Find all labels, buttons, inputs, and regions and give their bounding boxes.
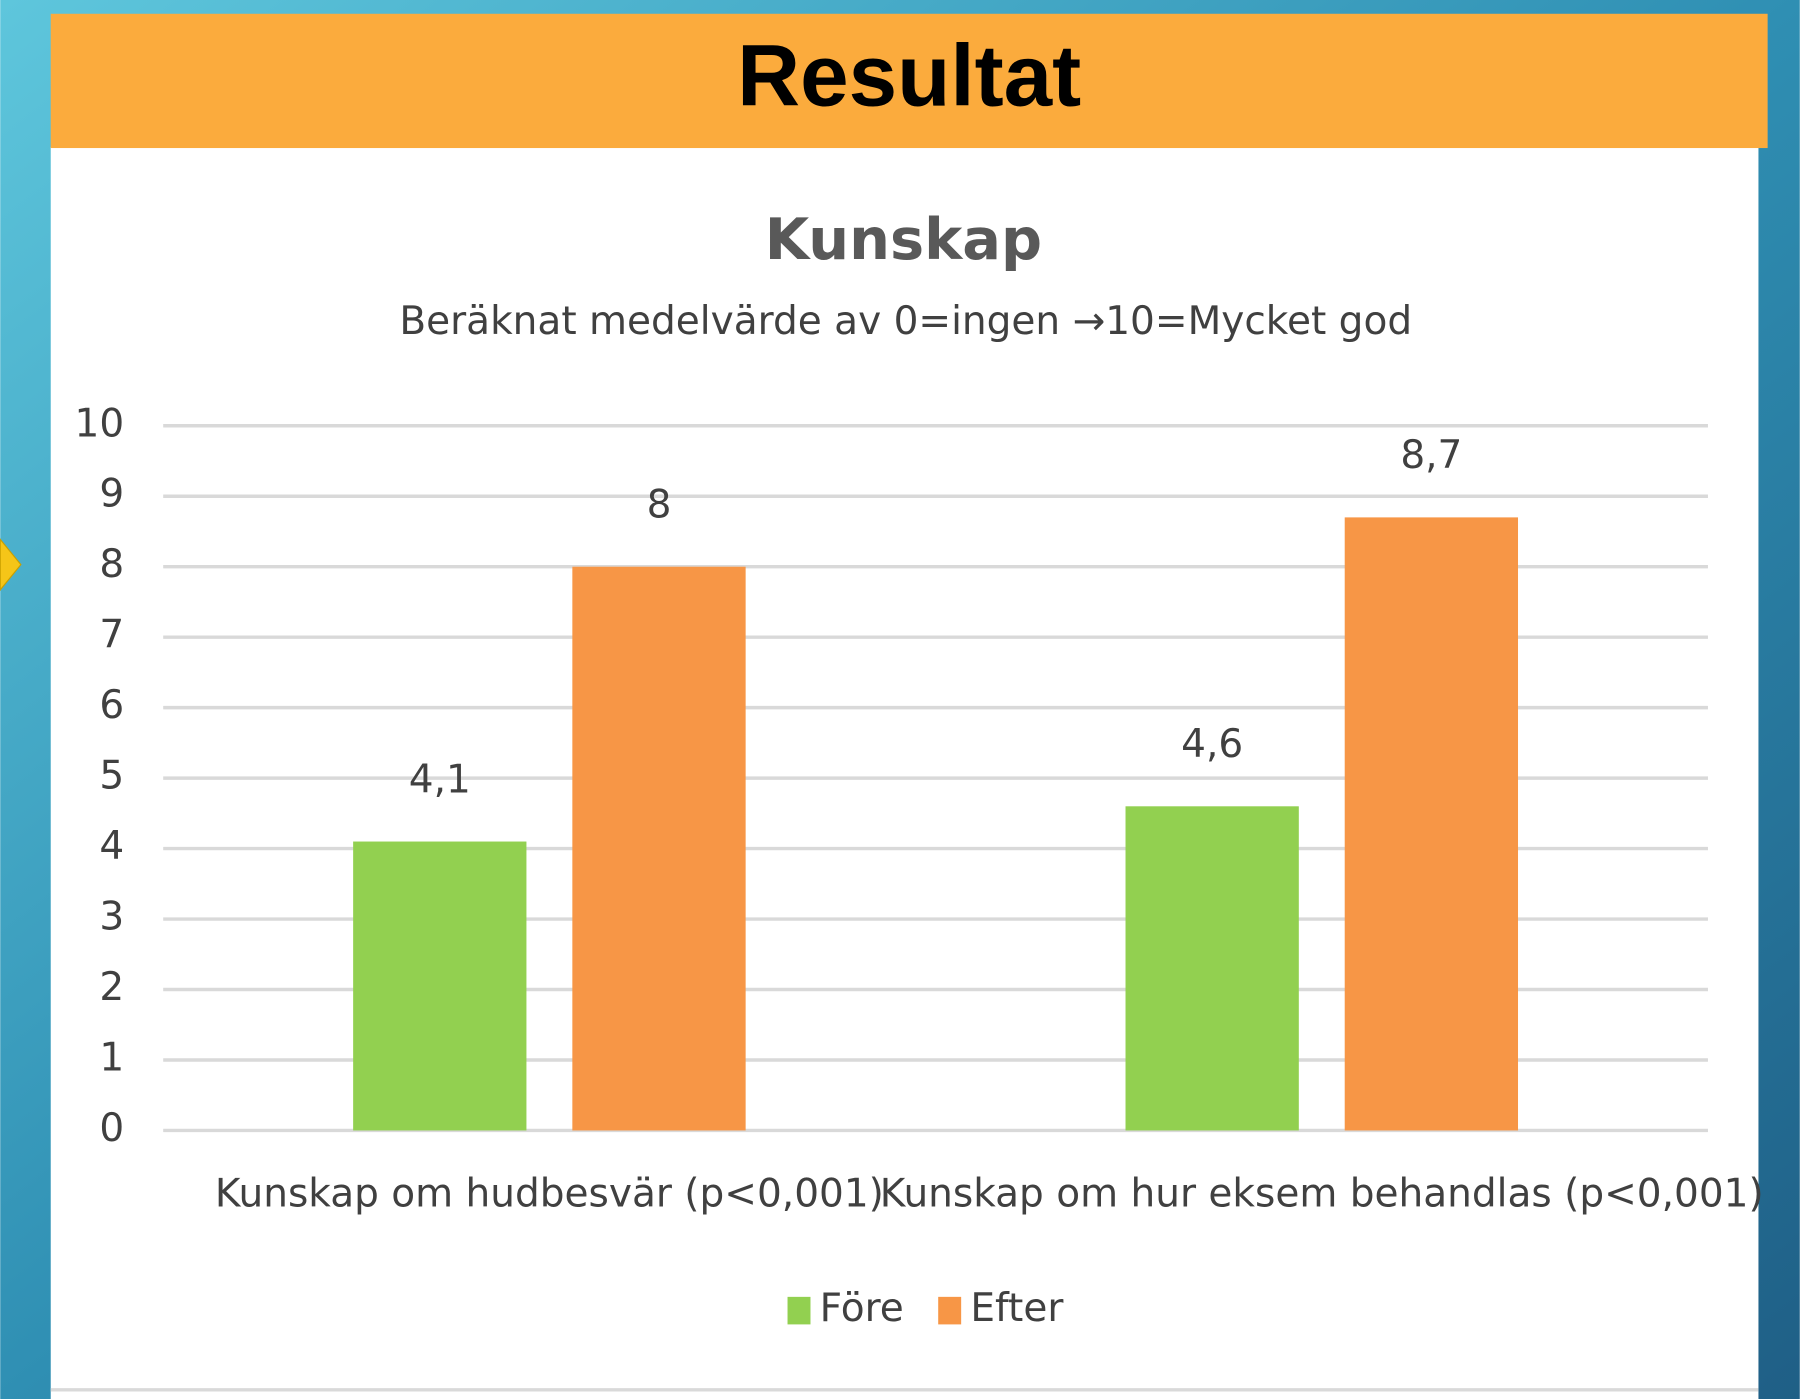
y-tick-label: 4: [99, 824, 124, 869]
y-tick-label: 9: [99, 472, 124, 517]
header-title: Resultat: [737, 28, 1081, 125]
bar: [1125, 806, 1299, 1131]
legend-swatch: [938, 1296, 962, 1325]
legend-label: Efter: [970, 1286, 1064, 1331]
chart-subtitle: Beräknat medelvärde av 0=ingen →10=Mycke…: [399, 299, 1412, 344]
x-tick-label: Kunskap om hudbesvär (p<0,001): [215, 1171, 884, 1216]
y-tick-label: 5: [99, 754, 124, 799]
x-tick-label: Kunskap om hur eksem behandlas (p<0,001): [880, 1171, 1764, 1216]
legend-label: Före: [820, 1286, 904, 1331]
chart-title: Kunskap: [765, 206, 1042, 273]
data-label: 8,7: [1400, 433, 1462, 478]
y-tick-label: 0: [99, 1106, 124, 1151]
bar: [1344, 517, 1519, 1131]
y-tick-label: 8: [99, 542, 124, 587]
y-tick-label: 7: [99, 613, 124, 658]
data-label: 4,6: [1181, 722, 1243, 767]
bar: [353, 841, 527, 1131]
y-tick-label: 1: [99, 1035, 124, 1080]
y-tick-label: 10: [75, 401, 125, 446]
plot: 0 1 2 3 4 5 6 7 8 9 10 Kunskap om hudbesvär (p<0,00…: [75, 401, 1764, 1331]
bar: [572, 566, 746, 1131]
data-label: 8: [647, 483, 672, 528]
legend-swatch: [787, 1296, 811, 1325]
decoration: [0, 538, 22, 592]
data-label: 4,1: [409, 757, 471, 802]
y-tick-label: 3: [99, 895, 124, 940]
header-banner: [50, 13, 1768, 149]
y-tick-label: 6: [99, 683, 124, 728]
y-tick-label: 2: [99, 965, 124, 1010]
